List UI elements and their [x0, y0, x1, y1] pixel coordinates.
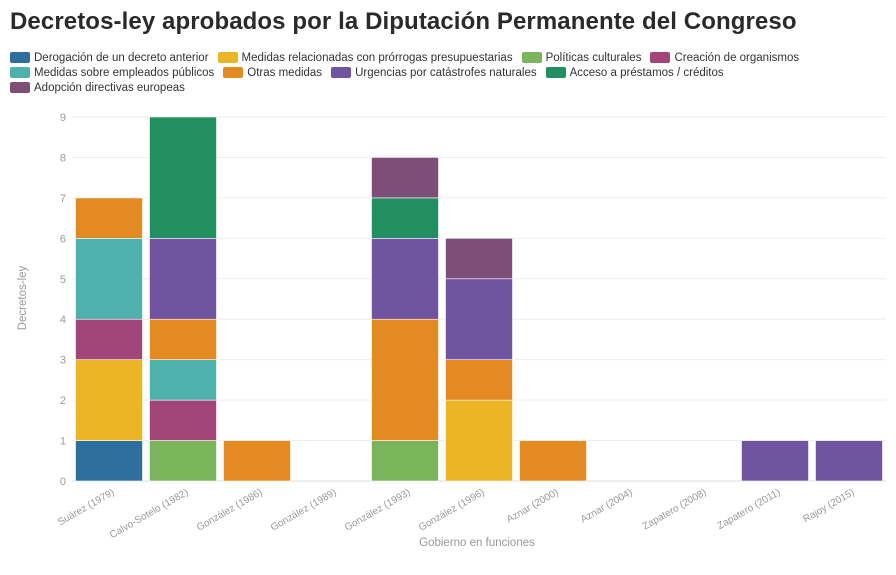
legend-item[interactable]: Creación de organismos — [650, 52, 799, 64]
legend-item[interactable]: Urgencias por catástrofes naturales — [331, 67, 537, 79]
bar-segment[interactable] — [223, 440, 291, 482]
x-tick-label: Suárez (1979) — [56, 487, 116, 528]
y-axis-tick-labels: 0 1 2 3 4 5 6 7 8 9 — [60, 112, 66, 488]
bar-segment[interactable] — [149, 399, 217, 441]
legend-label: Adopción directivas europeas — [34, 81, 185, 94]
legend-swatch — [10, 52, 30, 63]
bar-segment[interactable] — [75, 359, 143, 441]
legend-swatch — [10, 67, 30, 78]
x-tick-label: González (1989) — [269, 487, 339, 533]
y-tick-label: 4 — [60, 314, 66, 326]
legend-item[interactable]: Acceso a préstamos / créditos — [545, 66, 724, 79]
y-tick-label: 7 — [60, 193, 66, 205]
legend-label: Medidas relacionadas con prórrogas presu… — [241, 51, 513, 64]
y-tick-label: 3 — [60, 355, 66, 367]
y-axis-title: Decretos-ley — [17, 265, 29, 330]
bar-segment[interactable] — [371, 440, 439, 482]
bar-segment[interactable] — [75, 197, 143, 239]
x-tick-label: Zapatero (2011) — [716, 487, 783, 532]
bar-segment[interactable] — [75, 440, 143, 482]
bar-segment[interactable] — [149, 238, 217, 320]
legend-swatch — [217, 52, 238, 63]
bar-segment[interactable] — [371, 318, 439, 441]
bar-segment[interactable] — [149, 359, 217, 401]
x-tick-label: Aznar (2004) — [579, 487, 635, 525]
x-tick-label: Rajoy (2015) — [801, 487, 856, 525]
legend-row: Adopción directivas europeas — [10, 80, 890, 95]
y-tick-label: 5 — [60, 274, 66, 286]
chart-legend: Derogación de un decreto anterior Medidas… — [10, 50, 890, 95]
bar-segment[interactable] — [519, 440, 587, 482]
bar-segment[interactable] — [815, 440, 883, 482]
legend-item[interactable]: Adopción directivas europeas — [10, 82, 185, 94]
bar-segment[interactable] — [371, 197, 439, 239]
bar-segment[interactable] — [445, 399, 513, 482]
legend-row: Medidas sobre empleados públicos Otras me… — [10, 65, 890, 80]
bar-segment[interactable] — [445, 278, 513, 360]
legend-item[interactable]: Otras medidas — [223, 67, 322, 79]
legend-swatch — [650, 52, 671, 63]
bar-segment[interactable] — [149, 116, 217, 239]
legend-item[interactable]: Políticas culturales — [521, 51, 642, 64]
x-axis-tick-labels: Suárez (1979)Calvo-Sotelo (1982) González… — [56, 487, 856, 541]
bars — [75, 116, 883, 482]
bar-segment[interactable] — [371, 238, 439, 320]
chart-title: Decretos-ley aprobados por la Diputación… — [10, 8, 797, 35]
bar-segment[interactable] — [445, 359, 513, 401]
legend-label: Derogación de un decreto anterior — [34, 51, 209, 64]
y-tick-label: 6 — [60, 233, 66, 245]
x-tick-label: González (1986) — [195, 487, 265, 533]
legend-item[interactable]: Medidas sobre empleados públicos — [10, 67, 214, 79]
y-tick-label: 0 — [60, 476, 66, 488]
x-tick-label: Calvo-Sotelo (1982) — [108, 487, 191, 541]
bar-segment[interactable] — [445, 238, 513, 280]
x-tick-label: González (1996) — [417, 487, 487, 533]
bar-segment[interactable] — [149, 440, 217, 482]
legend-swatch — [223, 67, 244, 78]
legend-label: Urgencias por catástrofes naturales — [355, 66, 537, 79]
legend-swatch — [521, 52, 542, 63]
x-tick-label: Zapatero (2008) — [641, 487, 709, 532]
legend-swatch — [10, 82, 30, 93]
legend-label: Creación de organismos — [674, 51, 800, 64]
y-tick-label: 1 — [60, 436, 66, 448]
legend-label: Medidas sobre empleados públicos — [34, 66, 215, 79]
legend-row: Derogación de un decreto anterior Medidas… — [10, 50, 890, 65]
legend-item[interactable]: Derogación de un decreto anterior — [10, 52, 209, 64]
bar-segment[interactable] — [149, 318, 217, 360]
legend-label: Otras medidas — [247, 66, 323, 79]
x-tick-label: González (1993) — [343, 487, 413, 533]
legend-label: Acceso a préstamos / créditos — [569, 66, 724, 79]
legend-item[interactable]: Medidas relacionadas con prórrogas presu… — [217, 51, 513, 64]
x-tick-label: Aznar (2000) — [505, 487, 561, 525]
x-axis-title: Gobierno en funciones — [419, 537, 535, 549]
bar-segment[interactable] — [75, 238, 143, 320]
legend-swatch — [545, 67, 566, 78]
bar-segment[interactable] — [371, 157, 439, 199]
bar-segment[interactable] — [741, 440, 809, 482]
legend-label: Políticas culturales — [545, 51, 642, 64]
y-tick-label: 9 — [60, 112, 66, 124]
legend-swatch — [331, 67, 352, 78]
y-tick-label: 8 — [60, 152, 66, 164]
y-tick-label: 2 — [60, 395, 66, 407]
bar-segment[interactable] — [75, 318, 143, 360]
